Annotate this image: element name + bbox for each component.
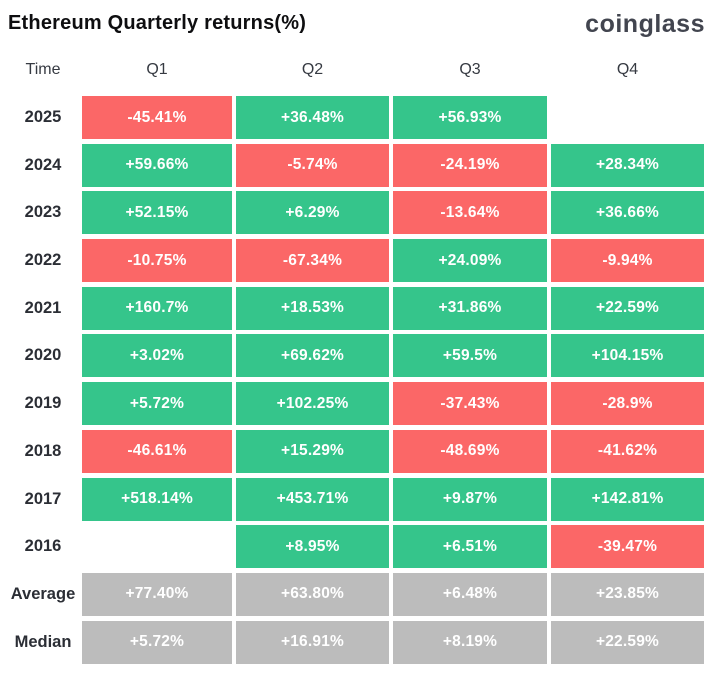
column-header-time: Time — [25, 61, 61, 78]
column-header-q2: Q2 — [301, 61, 324, 78]
row-label-2020: 2020 — [24, 346, 62, 365]
return-cell-2017-q4: +142.81% — [551, 477, 704, 521]
return-cell-2021-q1: +160.7% — [82, 286, 232, 330]
return-cell-2017-q2: +453.71% — [236, 477, 389, 521]
coinglass-logo: coinglass — [585, 10, 705, 38]
column-header-q3: Q3 — [459, 61, 481, 78]
column-header-q1: Q1 — [146, 61, 168, 78]
return-cell-2019-q2: +102.25% — [236, 382, 389, 426]
return-cell-2018-q1: -46.61% — [82, 429, 232, 473]
return-cell-average-q4: +23.85% — [551, 572, 704, 616]
row-label-2023: 2023 — [24, 203, 62, 222]
return-cell-2022-q3: +24.09% — [393, 239, 547, 283]
row-label-2024: 2024 — [24, 155, 62, 174]
return-cell-2024-q3: -24.19% — [393, 143, 547, 187]
return-cell-2021-q3: +31.86% — [393, 286, 547, 330]
return-cell-2025-q2: +36.48% — [236, 96, 389, 139]
return-cell-median-q1: +5.72% — [82, 620, 232, 664]
return-cell-2023-q4: +36.66% — [551, 191, 704, 235]
return-cell-2020-q4: +104.15% — [551, 334, 704, 378]
return-cell-2021-q4: +22.59% — [551, 286, 704, 330]
return-cell-2018-q3: -48.69% — [393, 429, 547, 473]
return-cell-2017-q3: +9.87% — [393, 477, 547, 521]
return-cell-2016-q3: +6.51% — [393, 525, 547, 569]
return-cell-2019-q1: +5.72% — [82, 382, 232, 426]
return-cell-2019-q3: -37.43% — [393, 382, 547, 426]
row-label-2016: 2016 — [24, 537, 62, 556]
return-cell-2022-q2: -67.34% — [236, 239, 389, 283]
return-cell-2018-q2: +15.29% — [236, 429, 389, 473]
return-cell-2016-q2: +8.95% — [236, 525, 389, 569]
return-cell-average-q3: +6.48% — [393, 572, 547, 616]
return-cell-2023-q2: +6.29% — [236, 191, 389, 235]
table-header-row: Time Q1 Q2 Q3 Q4 — [8, 58, 721, 82]
return-cell-2019-q4: -28.9% — [551, 382, 704, 426]
return-cell-2025-q3: +56.93% — [393, 96, 547, 139]
return-cell-2024-q2: -5.74% — [236, 143, 389, 187]
return-cell-2023-q1: +52.15% — [82, 191, 232, 235]
return-cell-average-q2: +63.80% — [236, 572, 389, 616]
return-cell-2016-q1 — [82, 525, 232, 568]
row-label-median: Median — [14, 632, 72, 651]
return-cell-2024-q4: +28.34% — [551, 143, 704, 187]
return-cell-2020-q2: +69.62% — [236, 334, 389, 378]
return-cell-2022-q4: -9.94% — [551, 239, 704, 283]
return-cell-2022-q1: -10.75% — [82, 239, 232, 283]
row-label-average: Average — [10, 584, 76, 603]
row-label-2022: 2022 — [24, 251, 62, 270]
return-cell-2018-q4: -41.62% — [551, 429, 704, 473]
row-label-2025: 2025 — [24, 108, 62, 126]
return-cell-2024-q1: +59.66% — [82, 143, 232, 187]
return-cell-2023-q3: -13.64% — [393, 191, 547, 235]
return-cell-median-q3: +8.19% — [393, 620, 547, 664]
row-label-2017: 2017 — [24, 489, 62, 508]
returns-table: 2025 -45.41% +36.48% +56.93% 2024 +59.66% -5.7… — [8, 96, 721, 664]
return-cell-median-q4: +22.59% — [551, 620, 704, 664]
return-cell-2021-q2: +18.53% — [236, 286, 389, 330]
row-label-2018: 2018 — [24, 441, 62, 460]
return-cell-median-q2: +16.91% — [236, 620, 389, 664]
return-cell-average-q1: +77.40% — [82, 572, 232, 616]
page-header: Ethereum Quarterly returns(%) coinglass — [0, 0, 721, 46]
row-label-2019: 2019 — [24, 394, 62, 413]
return-cell-2020-q1: +3.02% — [82, 334, 232, 378]
return-cell-2016-q4: -39.47% — [551, 525, 704, 569]
return-cell-2020-q3: +59.5% — [393, 334, 547, 378]
return-cell-2017-q1: +518.14% — [82, 477, 232, 521]
column-header-q4: Q4 — [616, 61, 639, 78]
return-cell-2025-q4 — [551, 96, 704, 139]
row-label-2021: 2021 — [24, 298, 62, 317]
page-title: Ethereum Quarterly returns(%) — [8, 12, 307, 34]
return-cell-2025-q1: -45.41% — [82, 96, 232, 139]
